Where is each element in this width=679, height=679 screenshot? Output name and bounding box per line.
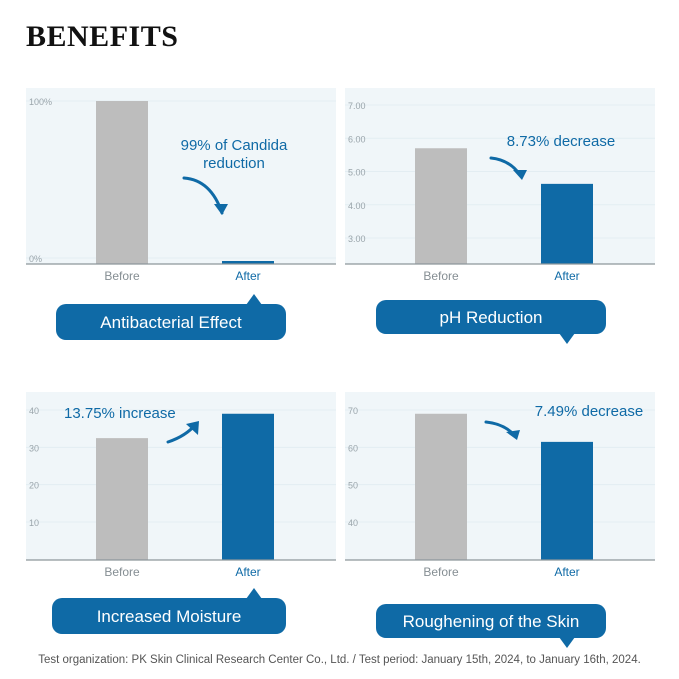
benefit-label-pill [52, 598, 286, 634]
y-tick-label: 60 [348, 443, 358, 453]
benefit-label-pill [376, 604, 606, 638]
arrow-head-icon [513, 170, 527, 180]
annotation-text: 99% of Candida [181, 137, 288, 154]
benefit-label-text: pH Reduction [439, 308, 542, 327]
plot-background [26, 88, 336, 264]
ph-reduction-chart: 7.00 6.00 5.00 4.00 3.00 Before After 8.73% dec… [345, 88, 655, 344]
y-tick-label: 0% [29, 254, 42, 264]
bar-after [222, 261, 274, 264]
pill-pointer [246, 294, 262, 305]
y-tick-label: 40 [348, 518, 358, 528]
x-label-after: After [235, 269, 260, 283]
arrow-head-icon [506, 430, 520, 440]
benefit-label-text: Increased Moisture [97, 607, 242, 626]
y-tick-label: 5.00 [348, 168, 366, 178]
x-label-after: After [235, 565, 260, 579]
y-tick-label: 7.00 [348, 101, 366, 111]
x-label-before: Before [423, 269, 459, 283]
chart-svg: 70 60 50 40 Before After 7.49% decrease Roughen… [345, 392, 655, 648]
bar-before [96, 101, 148, 264]
x-label-before: Before [104, 565, 140, 579]
chart-svg: 40 30 20 10 Before After 13.75% increase Increa… [26, 392, 336, 634]
annotation-text: reduction [203, 155, 265, 172]
bar-after [541, 183, 593, 264]
y-tick-label: 40 [29, 406, 39, 416]
y-tick-label: 50 [348, 481, 358, 491]
bar-before [96, 438, 148, 560]
bar-after [222, 413, 274, 560]
x-label-before: Before [423, 565, 459, 579]
plot-background [26, 392, 336, 560]
benefit-label-pill [56, 304, 286, 340]
y-tick-label: 6.00 [348, 134, 366, 144]
chart-svg: 7.00 6.00 5.00 4.00 3.00 Before After 8.73% dec… [345, 88, 655, 344]
footer-note: Test organization: PK Skin Clinical Rese… [38, 654, 641, 666]
roughening-chart: 70 60 50 40 Before After 7.49% decrease Roughen… [345, 392, 655, 648]
benefit-label-text: Roughening of the Skin [403, 612, 580, 631]
page-title: BENEFITS [26, 20, 179, 53]
x-label-before: Before [104, 269, 140, 283]
plot-background [345, 392, 655, 560]
pill-pointer [559, 637, 575, 648]
chart-svg: 100% 0% Before After 99% of Candidareduction… [26, 88, 336, 340]
y-tick-label: 70 [348, 406, 358, 416]
annotation-text: 8.73% decrease [507, 133, 615, 150]
y-tick-label: 3.00 [348, 234, 366, 244]
arrow-head-icon [186, 421, 199, 435]
benefit-label-pill [376, 300, 606, 334]
pill-pointer [559, 333, 575, 344]
antibacterial-effect-chart: 100% 0% Before After 99% of Candida reduction… [26, 88, 336, 342]
bar-after [541, 441, 593, 560]
plot-background [345, 88, 655, 264]
y-tick-label: 10 [29, 518, 39, 528]
bar-before [415, 148, 467, 264]
y-tick-label: 20 [29, 481, 39, 491]
x-label-after: After [554, 269, 579, 283]
increased-moisture-chart: 40 30 20 10 Before After 13.75% increase Increa… [26, 392, 336, 646]
y-tick-label: 4.00 [348, 201, 366, 211]
bar-before [415, 413, 467, 560]
annotation-text: 7.49% decrease [535, 403, 643, 420]
arrow-head-icon [214, 204, 228, 215]
y-tick-label: 100% [29, 97, 52, 107]
pill-pointer [246, 588, 262, 599]
x-label-after: After [554, 565, 579, 579]
annotation-text: 13.75% increase [64, 405, 176, 422]
y-tick-label: 30 [29, 443, 39, 453]
benefit-label-text: Antibacterial Effect [100, 313, 242, 332]
